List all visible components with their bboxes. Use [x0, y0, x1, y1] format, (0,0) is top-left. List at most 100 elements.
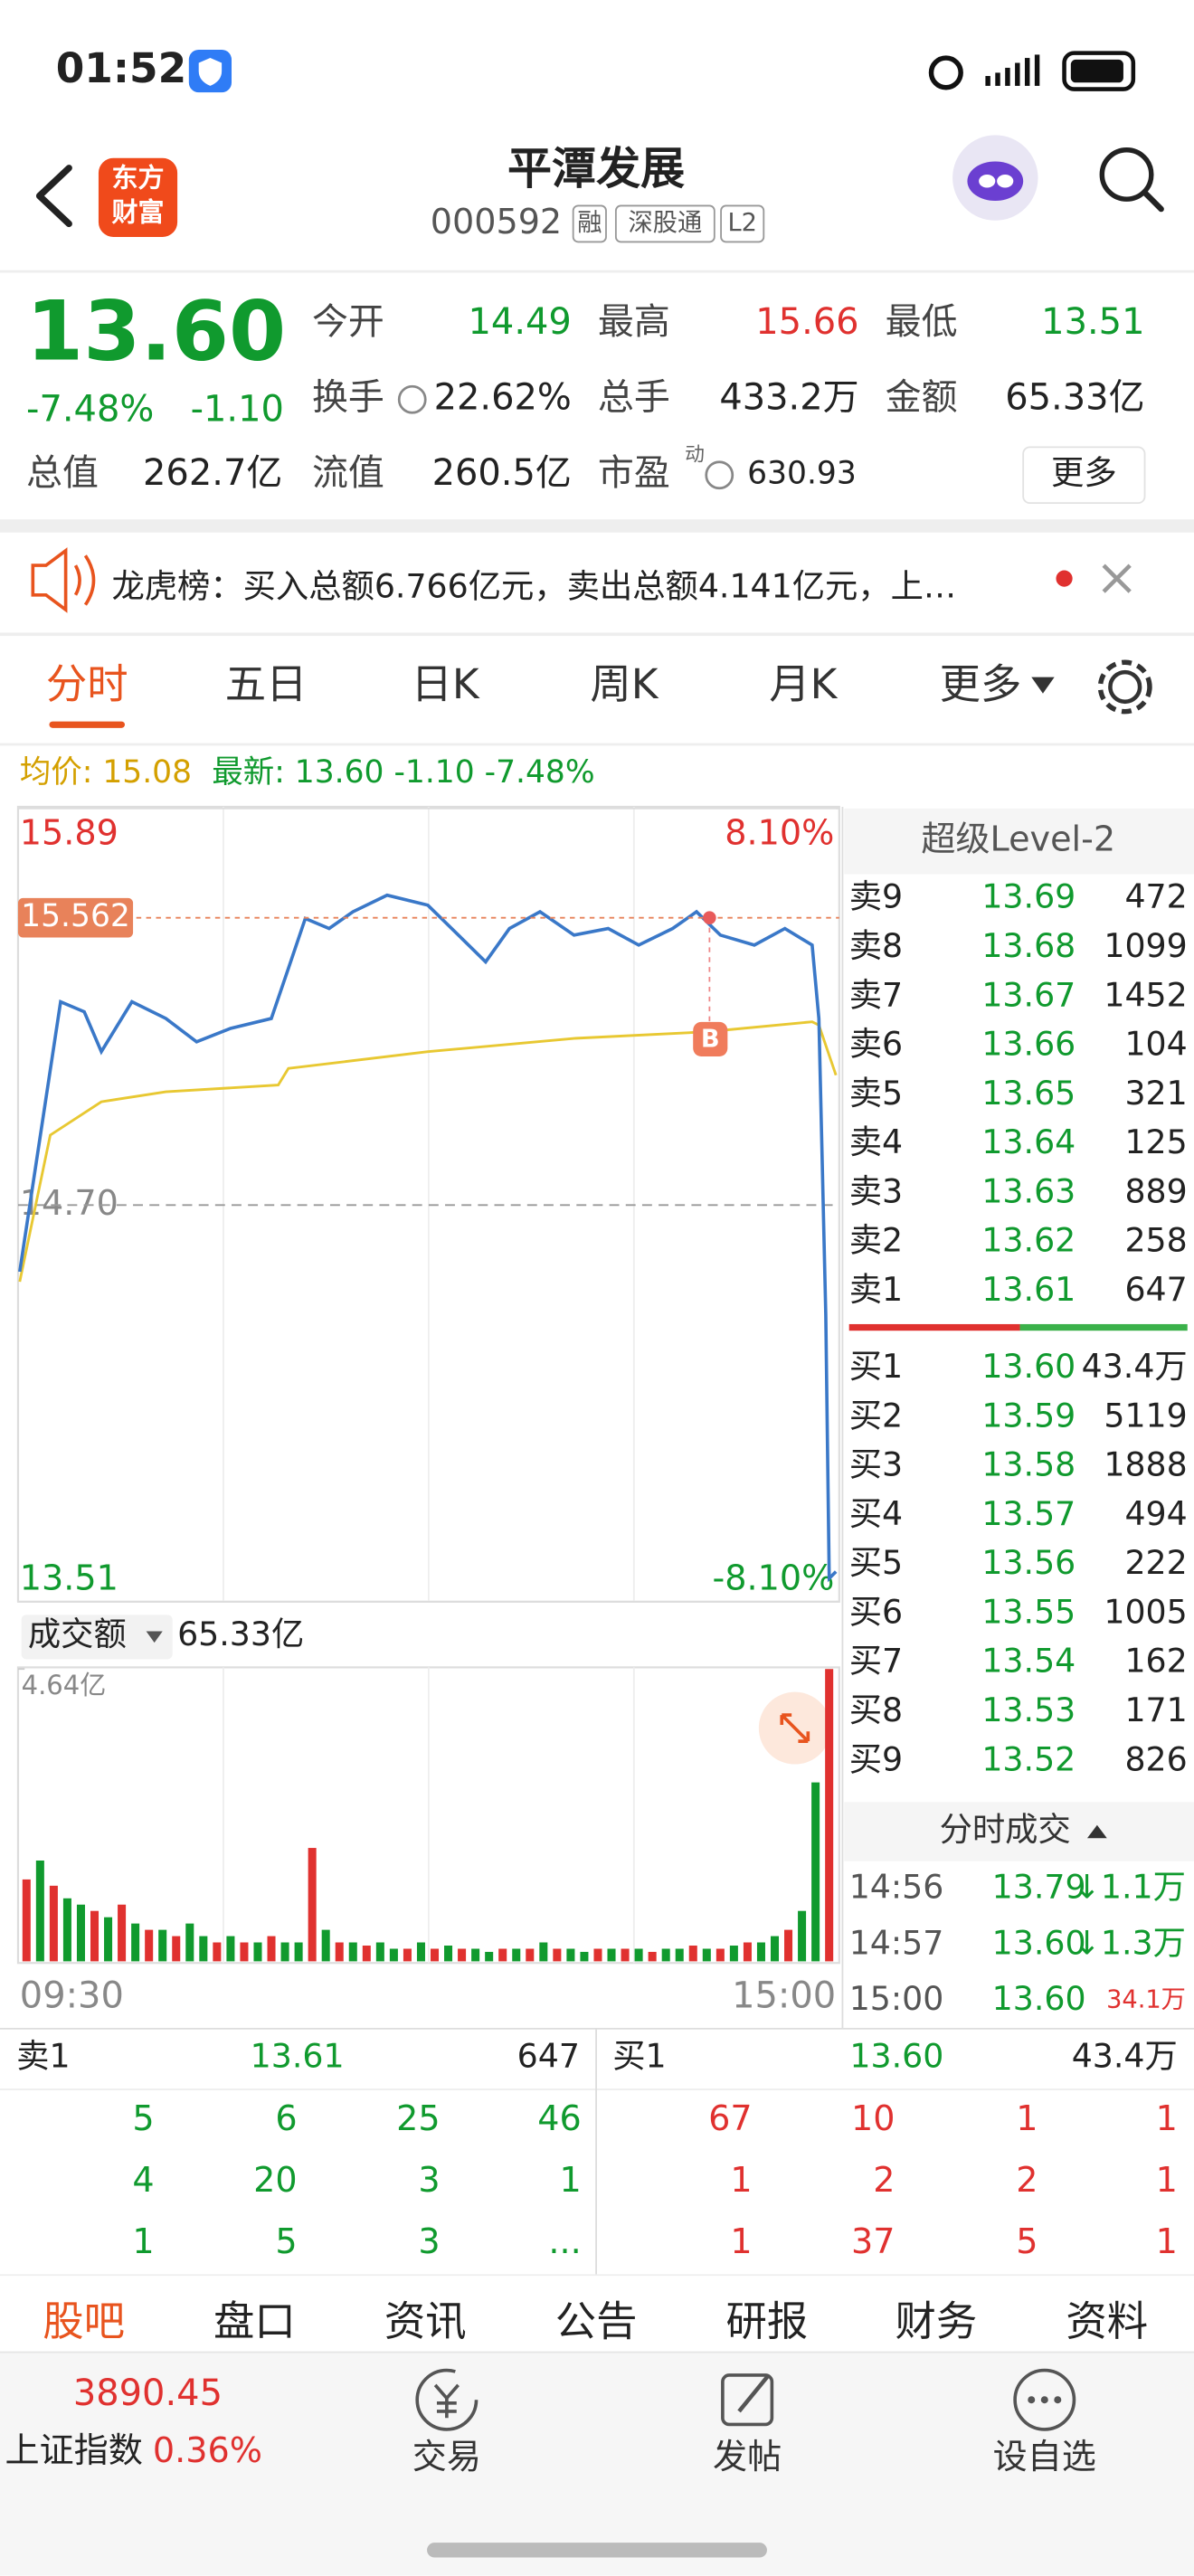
tab[interactable]: 分时: [46, 660, 128, 708]
nav-label[interactable]: 交易: [412, 2437, 481, 2477]
book-volume: 647: [1124, 1270, 1187, 1309]
queue-order: 46: [537, 2098, 582, 2138]
volume-bar: [76, 1904, 85, 1962]
book-price: 13.68: [981, 926, 1076, 965]
marker-point: [703, 911, 716, 924]
index-name: 上证指数: [5, 2430, 142, 2470]
unread-dot: [1056, 570, 1073, 587]
book-price: 13.66: [981, 1025, 1076, 1064]
field-value: 13.51: [1041, 301, 1144, 343]
book-volume: 1888: [1104, 1445, 1187, 1484]
tab[interactable]: 月K: [769, 660, 838, 708]
time-sales-header[interactable]: [844, 1802, 1194, 1861]
queue-order: 1: [1156, 2221, 1178, 2261]
bottom-tab[interactable]: 公告: [555, 2297, 638, 2345]
ask-label: 卖1: [16, 2037, 70, 2076]
volume-bar: [498, 1948, 507, 1962]
nav-label[interactable]: 设自选: [993, 2437, 1096, 2477]
volume-bar: [226, 1936, 235, 1962]
book-label: 买2: [849, 1396, 903, 1435]
book-label: 卖2: [849, 1221, 903, 1260]
app-logo: [98, 157, 178, 237]
trade-time: 14:56: [849, 1868, 944, 1907]
dot: [1040, 2396, 1048, 2404]
volume-bar: [118, 1904, 127, 1962]
volume-bar: [308, 1848, 317, 1962]
tab[interactable]: 周K: [590, 660, 659, 708]
last-price: 13.60: [26, 285, 286, 380]
field-label: 最低: [886, 301, 958, 343]
y2-tick-label: 8.10%: [725, 812, 834, 852]
expand-icon: [780, 1713, 810, 1743]
dropdown-caret: [146, 1631, 163, 1643]
queue-order: 2: [1016, 2160, 1038, 2200]
watchlist-icon[interactable]: [1013, 2368, 1076, 2431]
book-label: 卖7: [849, 975, 903, 1014]
tag-box: [614, 204, 715, 243]
superscript: 动: [685, 443, 705, 466]
back-button[interactable]: [35, 165, 72, 228]
price-line: [18, 1020, 838, 1283]
bottom-tab[interactable]: 研报: [726, 2297, 809, 2345]
volume-bar: [526, 1948, 535, 1962]
book-volume: 321: [1124, 1074, 1187, 1113]
book-price: 13.54: [981, 1642, 1076, 1681]
tab[interactable]: 五日: [225, 660, 308, 708]
bottom-tab[interactable]: 股吧: [43, 2297, 125, 2345]
tab[interactable]: 日K: [411, 660, 479, 708]
queue-order: 5: [275, 2221, 297, 2261]
field-value: 22.62%: [434, 377, 572, 419]
volume-bar: [199, 1936, 208, 1962]
banner[interactable]: [0, 526, 1194, 635]
book-volume: 125: [1124, 1122, 1187, 1161]
info-icon[interactable]: [705, 460, 734, 490]
book-label: 买3: [849, 1445, 903, 1484]
post-icon[interactable]: [721, 2373, 774, 2427]
trade-volume: ↓1.3万: [1073, 1923, 1185, 1962]
settings-button[interactable]: [1108, 669, 1142, 705]
volume-selector[interactable]: [21, 1615, 173, 1660]
book-volume: 1005: [1104, 1592, 1187, 1631]
trade-price: 13.60: [992, 1923, 1086, 1962]
ask-ratio: [848, 1323, 1020, 1331]
info-icon[interactable]: [397, 384, 427, 414]
more-button[interactable]: [1022, 446, 1146, 505]
tag: L2: [727, 209, 756, 237]
legend-entry: 均价: 15.08: [20, 754, 192, 791]
book-label: 卖5: [849, 1074, 903, 1113]
bid-ratio: [1019, 1323, 1188, 1331]
book-price: 13.57: [981, 1494, 1076, 1533]
volume-bar: [811, 1782, 820, 1962]
footer: [0, 2352, 1194, 2576]
tab[interactable]: 更多: [940, 660, 1022, 708]
field-label: 流值: [312, 452, 384, 494]
dropdown-caret: [1031, 677, 1055, 694]
search-button[interactable]: [1099, 147, 1154, 202]
trade-icon[interactable]: [415, 2368, 479, 2431]
volume-bar: [62, 1898, 71, 1962]
speaker-icon: [31, 547, 96, 613]
trade-time: 14:57: [849, 1923, 944, 1962]
field-label: 金额: [886, 377, 958, 419]
close-button[interactable]: [1102, 564, 1132, 593]
bottom-tab[interactable]: 盘口: [213, 2297, 296, 2345]
volume-bar: [512, 1948, 521, 1962]
volume-bar: [661, 1948, 670, 1962]
nav-label[interactable]: 发帖: [713, 2437, 782, 2477]
volume-bar: [539, 1942, 548, 1962]
volume-bar: [335, 1942, 344, 1962]
volume-bar: [444, 1946, 453, 1962]
tag: 融: [577, 209, 602, 237]
book-label: 买6: [849, 1592, 903, 1631]
volume-bar: [485, 1951, 494, 1962]
bottom-tab[interactable]: 资料: [1066, 2297, 1148, 2345]
collapse-caret: [1086, 1824, 1107, 1839]
book-price: 13.67: [981, 975, 1076, 1014]
bottom-tab[interactable]: 财务: [896, 2297, 978, 2345]
y-tick-label: 13.51: [20, 1558, 118, 1598]
book-price: 13.58: [981, 1445, 1076, 1484]
volume-bar: [784, 1929, 793, 1962]
bottom-tab[interactable]: 资讯: [384, 2297, 467, 2345]
volume-bar: [172, 1936, 181, 1962]
